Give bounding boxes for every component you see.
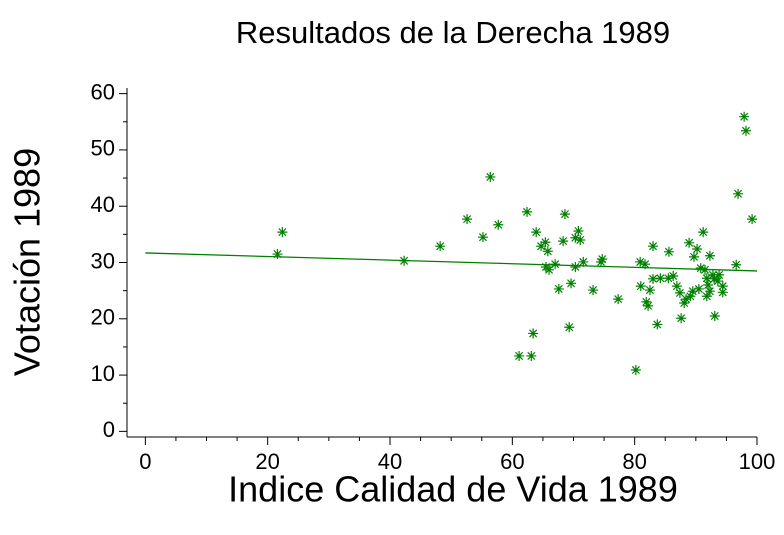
y-tick-label: 30 bbox=[91, 248, 115, 273]
point bbox=[717, 281, 728, 292]
y-tick-label: 50 bbox=[91, 136, 115, 161]
point bbox=[570, 262, 581, 273]
point bbox=[648, 241, 659, 252]
x-tick-label: 60 bbox=[500, 449, 524, 474]
point bbox=[692, 243, 703, 254]
point bbox=[671, 281, 682, 292]
point bbox=[570, 232, 581, 243]
point bbox=[575, 234, 586, 245]
point bbox=[536, 241, 547, 252]
point bbox=[435, 241, 446, 252]
point bbox=[733, 188, 744, 199]
point bbox=[700, 264, 711, 275]
point bbox=[578, 256, 589, 267]
point bbox=[714, 269, 725, 280]
point bbox=[704, 286, 715, 297]
point bbox=[526, 350, 537, 361]
point bbox=[635, 281, 646, 292]
point bbox=[701, 291, 712, 302]
y-tick-label: 40 bbox=[91, 192, 115, 217]
point bbox=[635, 256, 646, 267]
point bbox=[679, 298, 690, 309]
point bbox=[703, 280, 714, 291]
y-tick-label: 10 bbox=[91, 361, 115, 386]
point bbox=[566, 278, 577, 289]
point bbox=[693, 283, 704, 294]
point bbox=[522, 206, 533, 217]
point bbox=[681, 294, 692, 305]
point bbox=[272, 249, 283, 260]
point bbox=[477, 232, 488, 243]
x-axis-label: Indice Calidad de Vida 1989 bbox=[228, 469, 678, 510]
point bbox=[542, 246, 553, 257]
x-tick-label: 20 bbox=[255, 449, 279, 474]
point bbox=[644, 285, 655, 296]
point bbox=[731, 259, 742, 270]
point bbox=[698, 227, 709, 238]
point bbox=[540, 237, 551, 248]
point bbox=[485, 171, 496, 182]
point bbox=[640, 259, 651, 270]
x-tick-label: 40 bbox=[378, 449, 402, 474]
point bbox=[689, 251, 699, 262]
point bbox=[709, 310, 720, 321]
point bbox=[717, 287, 728, 298]
y-tick-label: 20 bbox=[91, 305, 115, 330]
point bbox=[701, 273, 712, 284]
y-tick-label: 60 bbox=[91, 79, 115, 104]
point bbox=[597, 254, 608, 265]
point bbox=[550, 259, 561, 270]
x-tick-label: 80 bbox=[622, 449, 646, 474]
point bbox=[528, 328, 539, 339]
point bbox=[559, 209, 570, 220]
point bbox=[674, 287, 685, 298]
point bbox=[663, 273, 674, 284]
point bbox=[652, 319, 663, 330]
point bbox=[687, 286, 698, 297]
point bbox=[707, 269, 718, 280]
x-tick-label: 100 bbox=[739, 449, 776, 474]
point bbox=[573, 225, 584, 236]
chart-title: Resultados de la Derecha 1989 bbox=[236, 15, 670, 50]
point bbox=[641, 296, 652, 307]
point bbox=[553, 283, 564, 294]
point bbox=[663, 246, 674, 257]
point bbox=[655, 273, 666, 284]
point bbox=[596, 256, 607, 267]
fit-line bbox=[145, 252, 758, 272]
point bbox=[747, 214, 758, 225]
point bbox=[709, 273, 720, 284]
point bbox=[695, 263, 706, 274]
point bbox=[531, 227, 542, 238]
point bbox=[462, 214, 473, 225]
point bbox=[630, 365, 641, 376]
point bbox=[643, 300, 654, 311]
point bbox=[684, 237, 695, 248]
point bbox=[558, 236, 569, 247]
point bbox=[277, 227, 288, 238]
point bbox=[399, 255, 410, 266]
point bbox=[564, 322, 575, 333]
point bbox=[668, 271, 679, 282]
y-axis-label: Votación 1989 bbox=[7, 148, 48, 376]
point bbox=[493, 219, 504, 230]
point bbox=[685, 291, 696, 302]
point bbox=[588, 285, 599, 296]
point bbox=[676, 313, 687, 324]
point bbox=[740, 125, 751, 136]
y-tick-label: 0 bbox=[103, 417, 115, 442]
x-tick-label: 0 bbox=[139, 449, 151, 474]
point bbox=[544, 264, 555, 275]
point bbox=[514, 350, 525, 361]
point bbox=[712, 276, 723, 287]
point bbox=[648, 273, 659, 284]
point bbox=[739, 111, 750, 122]
point bbox=[613, 294, 624, 305]
point bbox=[704, 250, 715, 261]
